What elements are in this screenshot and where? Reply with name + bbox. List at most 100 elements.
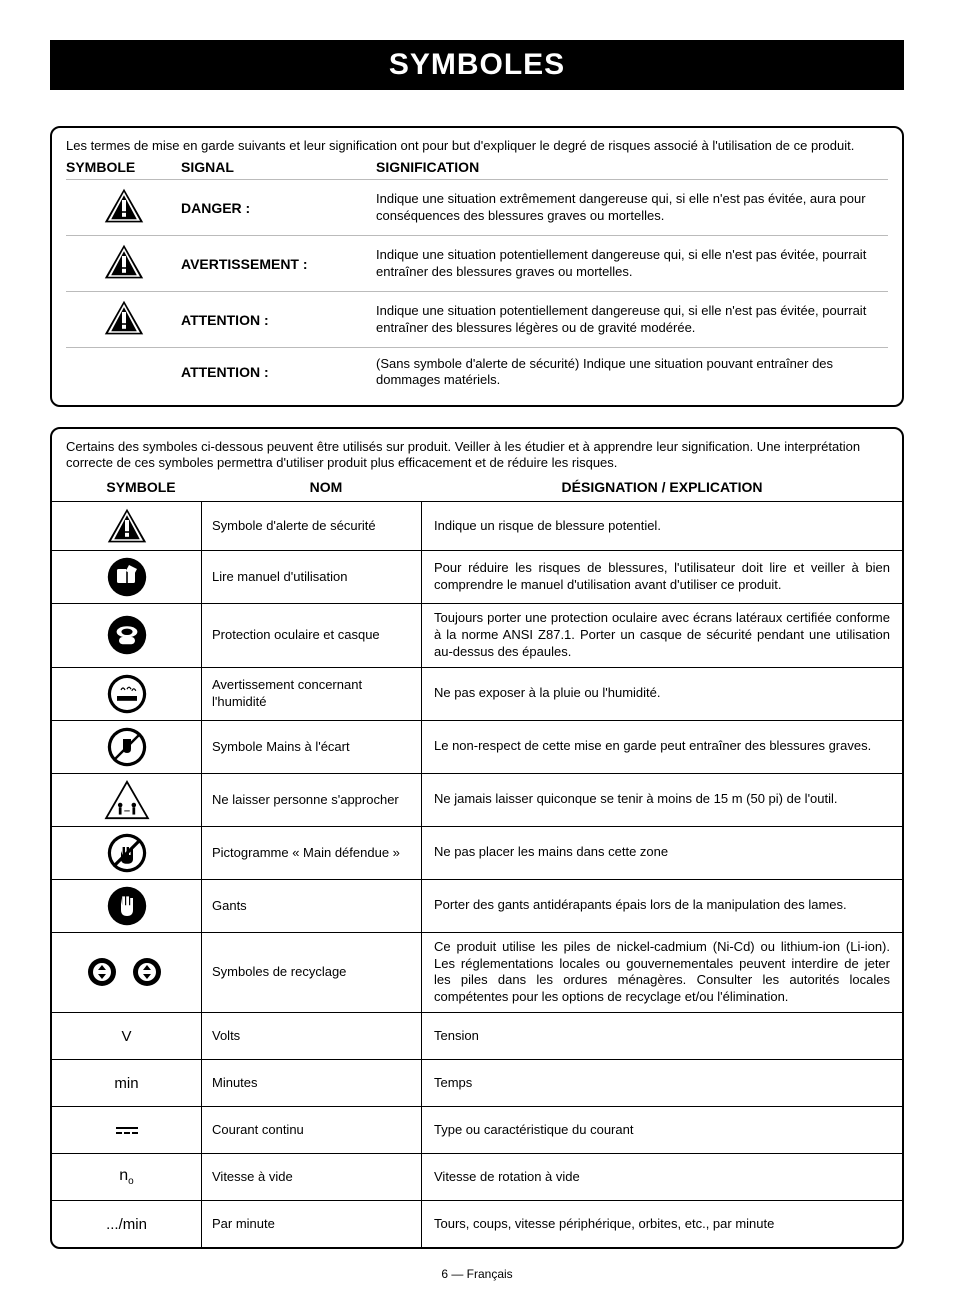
dc-symbol-icon	[116, 1127, 138, 1134]
symbol-row-description: Le non-respect de cette mise en garde pe…	[422, 721, 902, 773]
page-footer: 6 — Français	[50, 1267, 904, 1281]
symbol-row-name: Courant continu	[202, 1107, 422, 1153]
signal-row-signal: ATTENTION :	[181, 312, 376, 328]
symbol-row-icon: V	[52, 1013, 202, 1059]
symbol-row-icon	[52, 774, 202, 826]
n0-symbol-icon: no	[119, 1167, 133, 1187]
symbol-row: Ne laisser personne s'approcherNe jamais…	[52, 774, 902, 827]
symbol-row: V VoltsTension	[52, 1013, 902, 1060]
signal-row: DANGER :Indique une situation extrêmemen…	[66, 179, 888, 235]
symbol-row: Symbole Mains à l'écartLe non-respect de…	[52, 721, 902, 774]
symbol-row-icon	[52, 933, 202, 1013]
alert-triangle-icon	[104, 188, 144, 224]
symbol-row-description: Pour réduire les risques de blessures, l…	[422, 551, 902, 603]
symbol-row-name: Symbole d'alerte de sécurité	[202, 502, 422, 550]
symbol-row-name: Pictogramme « Main défendue »	[202, 827, 422, 879]
text-symbol: min	[114, 1075, 138, 1092]
symbol-row-icon	[52, 668, 202, 720]
header-signification: SIGNIFICATION	[376, 159, 888, 175]
circle-icon	[107, 674, 147, 714]
signal-row: ATTENTION :Indique une situation potenti…	[66, 291, 888, 347]
signal-row-icon	[66, 300, 181, 339]
symbol-row: min MinutesTemps	[52, 1060, 902, 1107]
symbol-row: Pictogramme « Main défendue »Ne pas plac…	[52, 827, 902, 880]
symbol-row-name: Gants	[202, 880, 422, 932]
symbol-row-icon	[52, 604, 202, 667]
symbol-row: Protection oculaire et casqueToujours po…	[52, 604, 902, 668]
text-symbol: .../min	[106, 1216, 147, 1233]
symbol-row-name: Avertissement concernant l'humidité	[202, 668, 422, 720]
symbol-definitions-box: Certains des symboles ci-dessous peuvent…	[50, 427, 904, 1250]
circle-icon	[107, 886, 147, 926]
circle-icon	[107, 615, 147, 655]
symbol-row-name: Ne laisser personne s'approcher	[202, 774, 422, 826]
signal-row-signal: ATTENTION :	[181, 364, 376, 380]
alert-triangle-icon	[107, 508, 147, 544]
signal-row-meaning: Indique une situation extrêmement danger…	[376, 191, 888, 224]
page-title: SYMBOLES	[50, 40, 904, 90]
symbol-row-icon: no	[52, 1154, 202, 1200]
symbol-row-icon	[52, 502, 202, 550]
box2-intro: Certains des symboles ci-dessous peuvent…	[52, 439, 902, 478]
symbol-row: Courant continuType ou caractéristique d…	[52, 1107, 902, 1154]
signal-row-icon	[66, 244, 181, 283]
signal-row: AVERTISSEMENT :Indique une situation pot…	[66, 235, 888, 291]
symbol-row-name: Vitesse à vide	[202, 1154, 422, 1200]
symbol-row-name: Minutes	[202, 1060, 422, 1106]
symbol-row-icon	[52, 721, 202, 773]
header2-nom: NOM	[216, 479, 436, 495]
symbol-row-description: Ne pas placer les mains dans cette zone	[422, 827, 902, 879]
text-symbol: V	[121, 1028, 131, 1045]
symbol-row-name: Volts	[202, 1013, 422, 1059]
signal-words-box: Les termes de mise en garde suivants et …	[50, 126, 904, 407]
header2-designation: DÉSIGNATION / EXPLICATION	[436, 479, 888, 495]
circle-icon	[107, 557, 147, 597]
symbol-row-description: Porter des gants antidérapants épais lor…	[422, 880, 902, 932]
box2-header-row: SYMBOLE NOM DÉSIGNATION / EXPLICATION	[52, 477, 902, 501]
symbol-row-icon	[52, 827, 202, 879]
signal-row: ATTENTION :(Sans symbole d'alerte de séc…	[66, 347, 888, 397]
symbol-row-name: Par minute	[202, 1201, 422, 1247]
symbol-row: .../min Par minuteTours, coups, vitesse p…	[52, 1201, 902, 1247]
signal-row-meaning: (Sans symbole d'alerte de sécurité) Indi…	[376, 356, 888, 389]
signal-row-signal: DANGER :	[181, 200, 376, 216]
symbol-row-description: Indique un risque de blessure potentiel.	[422, 502, 902, 550]
symbol-row: Lire manuel d'utilisationPour réduire le…	[52, 551, 902, 604]
circle-icon	[107, 727, 147, 767]
symbol-row-description: Tension	[422, 1013, 902, 1059]
circle-icon	[107, 833, 147, 873]
symbol-row: Symbole d'alerte de sécuritéIndique un r…	[52, 502, 902, 551]
symbol-row-name: Protection oculaire et casque	[202, 604, 422, 667]
signal-row-signal: AVERTISSEMENT :	[181, 256, 376, 272]
box1-intro: Les termes de mise en garde suivants et …	[66, 138, 888, 153]
signal-row-icon	[66, 188, 181, 227]
symbol-row: no Vitesse à videVitesse de rotation à vi…	[52, 1154, 902, 1201]
symbol-row-description: Type ou caractéristique du courant	[422, 1107, 902, 1153]
header-signal: SIGNAL	[181, 159, 376, 175]
symbol-row-name: Symboles de recyclage	[202, 933, 422, 1013]
symbol-row-icon: min	[52, 1060, 202, 1106]
alert-triangle-icon	[104, 244, 144, 280]
signal-row-meaning: Indique une situation potentiellement da…	[376, 303, 888, 336]
symbol-row-description: Vitesse de rotation à vide	[422, 1154, 902, 1200]
symbol-row-description: Temps	[422, 1060, 902, 1106]
signal-row-meaning: Indique une situation potentiellement da…	[376, 247, 888, 280]
symbol-row-icon	[52, 551, 202, 603]
symbol-row-description: Ne jamais laisser quiconque se tenir à m…	[422, 774, 902, 826]
symbol-row: Symboles de recyclageCe produit utilise …	[52, 933, 902, 1014]
symbol-row-description: Ne pas exposer à la pluie ou l'humidité.	[422, 668, 902, 720]
symbol-row-description: Ce produit utilise les piles de nickel-c…	[422, 933, 902, 1013]
header2-symbole: SYMBOLE	[66, 479, 216, 495]
box1-header-row: SYMBOLE SIGNAL SIGNIFICATION	[66, 159, 888, 175]
header-symbole: SYMBOLE	[66, 159, 181, 175]
symbol-row-icon	[52, 1107, 202, 1153]
recycle-icon	[77, 946, 177, 998]
symbol-row-icon	[52, 880, 202, 932]
symbol-row: Avertissement concernant l'humiditéNe pa…	[52, 668, 902, 721]
symbol-row-description: Tours, coups, vitesse périphérique, orbi…	[422, 1201, 902, 1247]
symbol-row: GantsPorter des gants antidérapants épai…	[52, 880, 902, 933]
symbol-row-name: Symbole Mains à l'écart	[202, 721, 422, 773]
symbol-row-description: Toujours porter une protection oculaire …	[422, 604, 902, 667]
symbol-row-icon: .../min	[52, 1201, 202, 1247]
alert-triangle-icon	[104, 300, 144, 336]
